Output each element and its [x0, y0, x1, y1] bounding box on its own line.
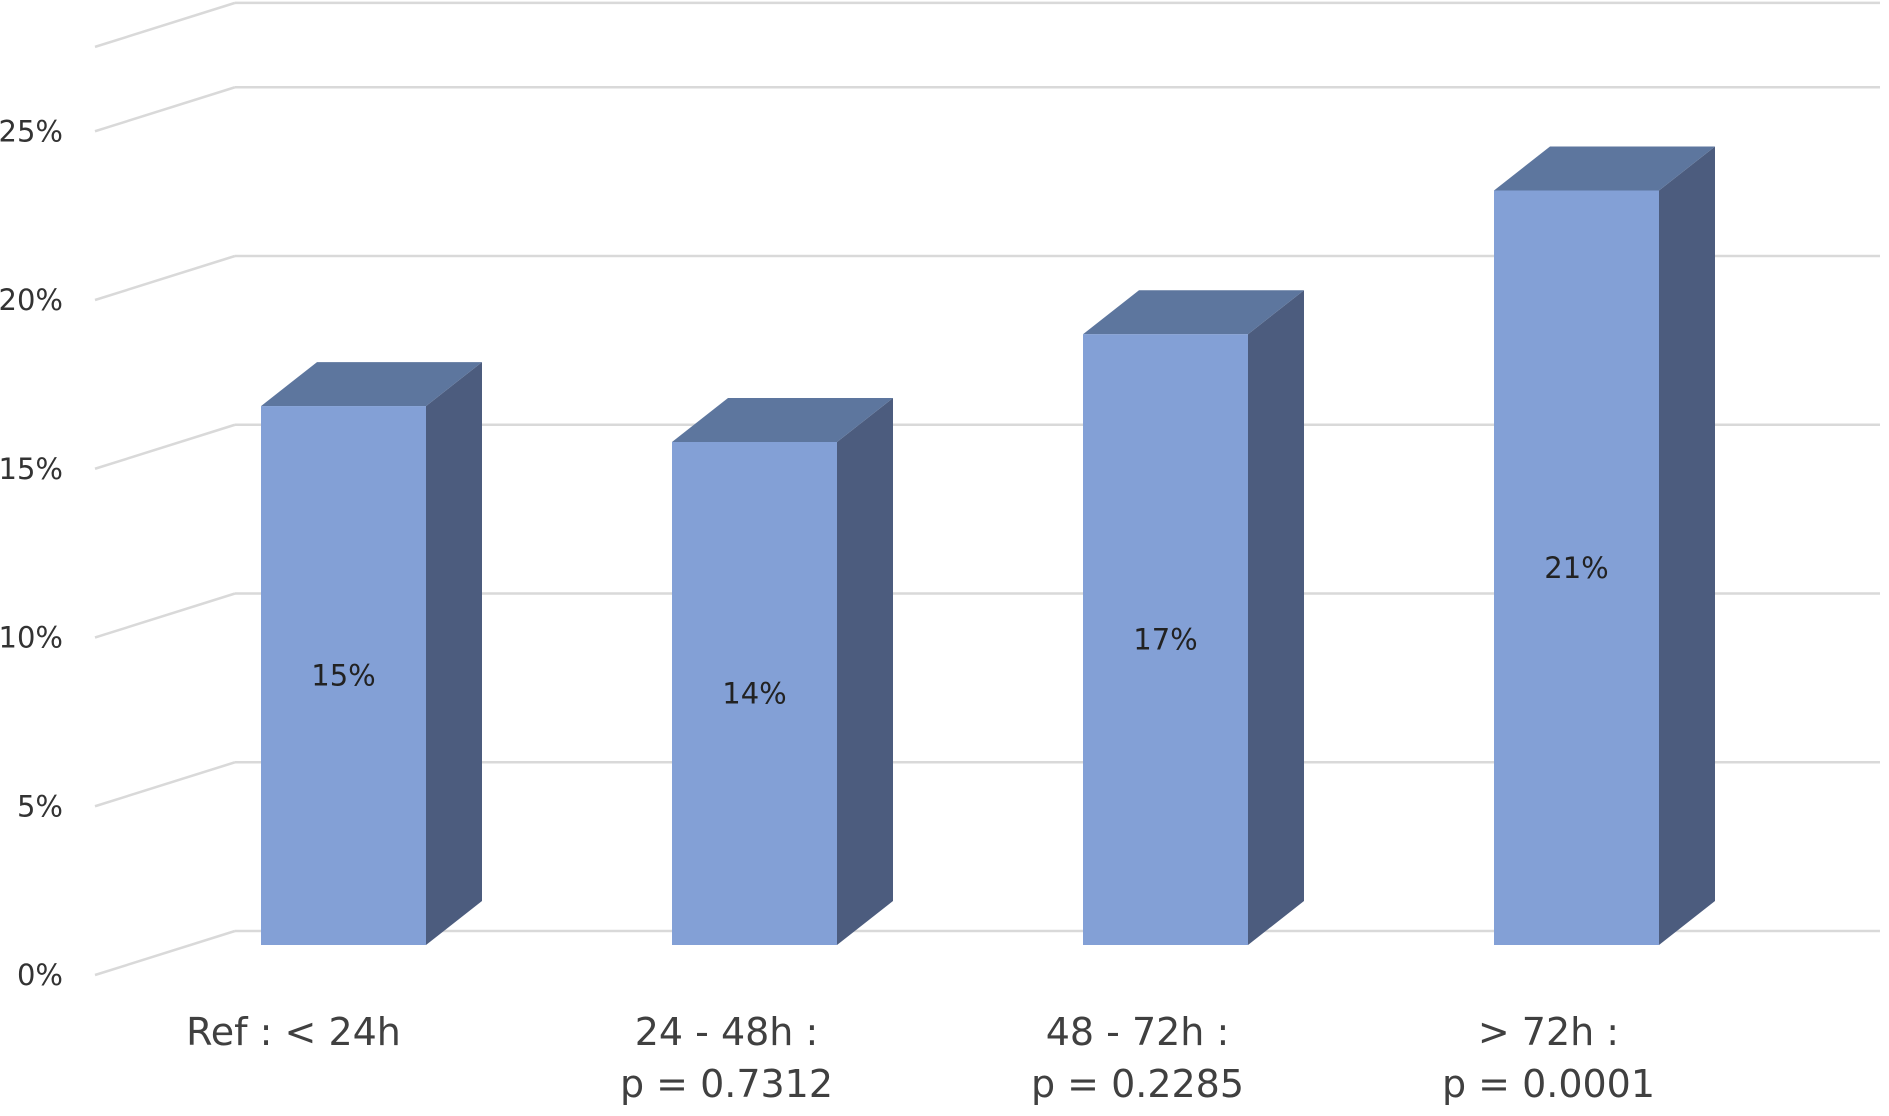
gridline-depth — [94, 592, 236, 639]
bar — [261, 362, 482, 946]
gridline-depth — [94, 761, 236, 808]
bar-side-face — [426, 362, 482, 946]
bar-top-face — [1494, 146, 1715, 191]
x-tick-sublabel: p = 0.2285 — [1031, 1062, 1244, 1106]
y-tick-label: 25% — [0, 114, 63, 148]
data-label: 15% — [311, 659, 375, 693]
bar — [1494, 146, 1715, 945]
bar — [1083, 290, 1304, 945]
labels-layer: 0% 5% 10% 15% 20% 25% 15% Ref : < 24h 14% 24 - 48… — [0, 114, 1655, 1106]
bar-side-face — [1248, 290, 1304, 945]
gridline-depth — [94, 929, 236, 977]
gridline-depth — [94, 423, 236, 470]
y-tick-label: 20% — [0, 283, 63, 317]
bar — [672, 398, 893, 945]
x-tick-label: 24 - 48h : — [635, 1010, 819, 1054]
bar-front-face — [1494, 190, 1659, 945]
y-tick-label: 15% — [0, 452, 63, 486]
y-tick-label: 5% — [17, 789, 63, 823]
bar-top-face — [261, 362, 482, 407]
bar-front-face — [261, 406, 426, 946]
gridline-depth — [94, 254, 236, 302]
x-tick-label: Ref : < 24h — [186, 1010, 401, 1054]
x-tick-sublabel: p = 0.7312 — [620, 1062, 833, 1106]
data-label: 14% — [722, 677, 786, 711]
y-tick-label: 0% — [17, 958, 63, 992]
x-tick-sublabel: p = 0.0001 — [1442, 1062, 1655, 1106]
gridline-depth — [94, 86, 236, 133]
x-tick-label: 48 - 72h : — [1046, 1010, 1230, 1054]
bar-front-face — [1083, 334, 1248, 945]
bar-top-face — [1083, 290, 1304, 335]
data-label: 17% — [1133, 623, 1197, 657]
bars-layer — [261, 146, 1715, 946]
bar-side-face — [837, 398, 893, 945]
x-tick-label: > 72h : — [1478, 1010, 1619, 1054]
bar-top-face — [672, 398, 893, 442]
data-label: 21% — [1544, 551, 1608, 585]
gridline-depth — [94, 1, 236, 49]
bar-side-face — [1659, 146, 1715, 945]
bar-front-face — [672, 442, 837, 945]
y-tick-label: 10% — [0, 621, 63, 655]
